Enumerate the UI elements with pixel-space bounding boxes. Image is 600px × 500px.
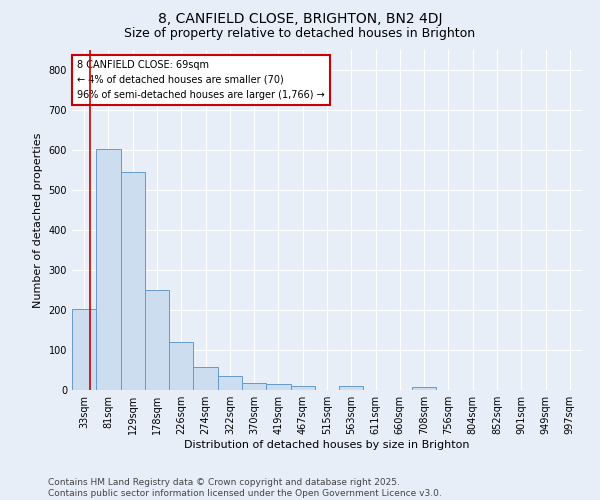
Text: 8, CANFIELD CLOSE, BRIGHTON, BN2 4DJ: 8, CANFIELD CLOSE, BRIGHTON, BN2 4DJ — [158, 12, 442, 26]
Bar — [121, 172, 145, 390]
Bar — [218, 376, 242, 390]
Text: Size of property relative to detached houses in Brighton: Size of property relative to detached ho… — [124, 28, 476, 40]
Text: Contains HM Land Registry data © Crown copyright and database right 2025.
Contai: Contains HM Land Registry data © Crown c… — [48, 478, 442, 498]
Bar — [72, 309, 96, 390]
Bar — [290, 386, 315, 390]
Y-axis label: Number of detached properties: Number of detached properties — [33, 132, 43, 308]
Text: 8 CANFIELD CLOSE: 69sqm
← 4% of detached houses are smaller (70)
96% of semi-det: 8 CANFIELD CLOSE: 69sqm ← 4% of detached… — [77, 60, 325, 100]
Bar — [242, 383, 266, 390]
Bar — [412, 387, 436, 390]
Bar — [193, 367, 218, 390]
Bar — [339, 386, 364, 390]
Bar — [266, 384, 290, 390]
Bar — [96, 149, 121, 390]
X-axis label: Distribution of detached houses by size in Brighton: Distribution of detached houses by size … — [184, 440, 470, 450]
Bar — [145, 290, 169, 390]
Bar — [169, 342, 193, 390]
